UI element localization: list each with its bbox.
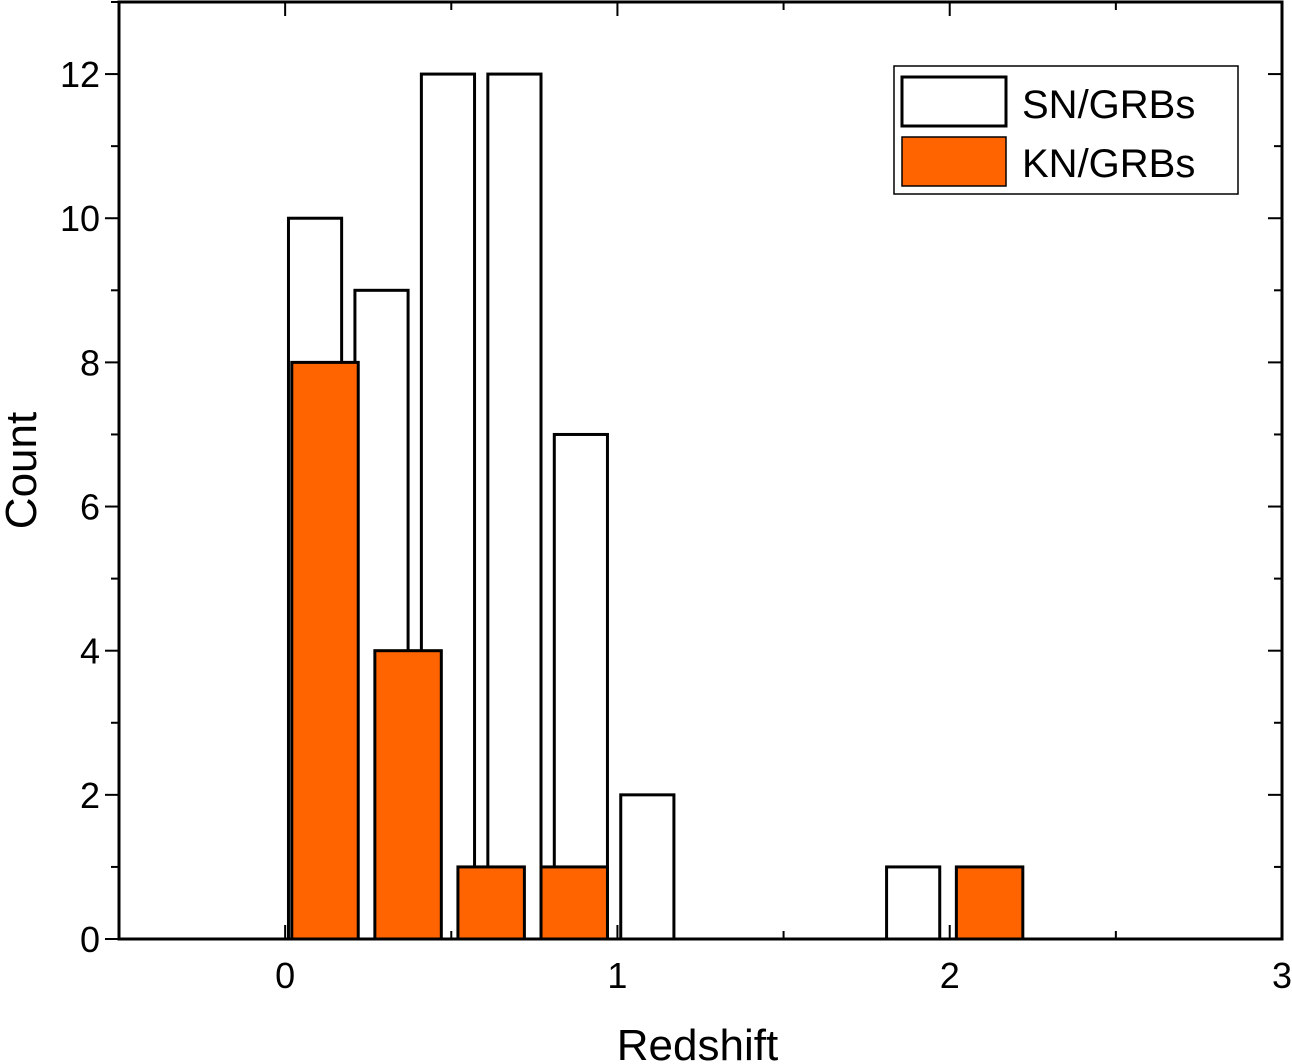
sn-grbs-bar	[885, 865, 942, 941]
legend: SN/GRBs KN/GRBs	[893, 65, 1239, 195]
y-tick-label: 2	[80, 775, 100, 816]
y-tick-label: 10	[60, 198, 100, 239]
y-axis-title: Count	[0, 412, 46, 529]
x-tick-label: 1	[607, 955, 627, 996]
kn-grbs-bar	[290, 360, 360, 941]
kn-grbs-bar	[954, 865, 1025, 941]
legend-label-kn-grbs: KN/GRBs	[1022, 142, 1195, 186]
y-tick-label: 6	[80, 487, 100, 528]
legend-swatch-kn-grbs	[901, 136, 1007, 187]
sn-grbs-bar	[552, 432, 609, 941]
plot-frame	[117, 0, 1284, 941]
kn-grbs-bar	[456, 865, 526, 941]
sn-grbs-bar	[619, 793, 676, 941]
y-tick-label: 8	[80, 342, 100, 383]
legend-label-sn-grbs: SN/GRBs	[1022, 83, 1195, 127]
x-axis-title: Redshift	[617, 1021, 778, 1064]
y-tick-label: 0	[80, 919, 100, 960]
kn-grbs-bar	[539, 865, 609, 941]
x-tick-label: 3	[1272, 955, 1292, 996]
sn-grbs-bar	[486, 72, 543, 941]
x-tick-label: 2	[940, 955, 960, 996]
kn-grbs-bar	[373, 649, 443, 941]
y-tick-label: 4	[80, 631, 100, 672]
y-tick-label: 12	[60, 54, 100, 95]
sn-grbs-bars	[286, 72, 942, 941]
legend-swatch-sn-grbs	[900, 75, 1008, 128]
x-tick-label: 0	[275, 955, 295, 996]
